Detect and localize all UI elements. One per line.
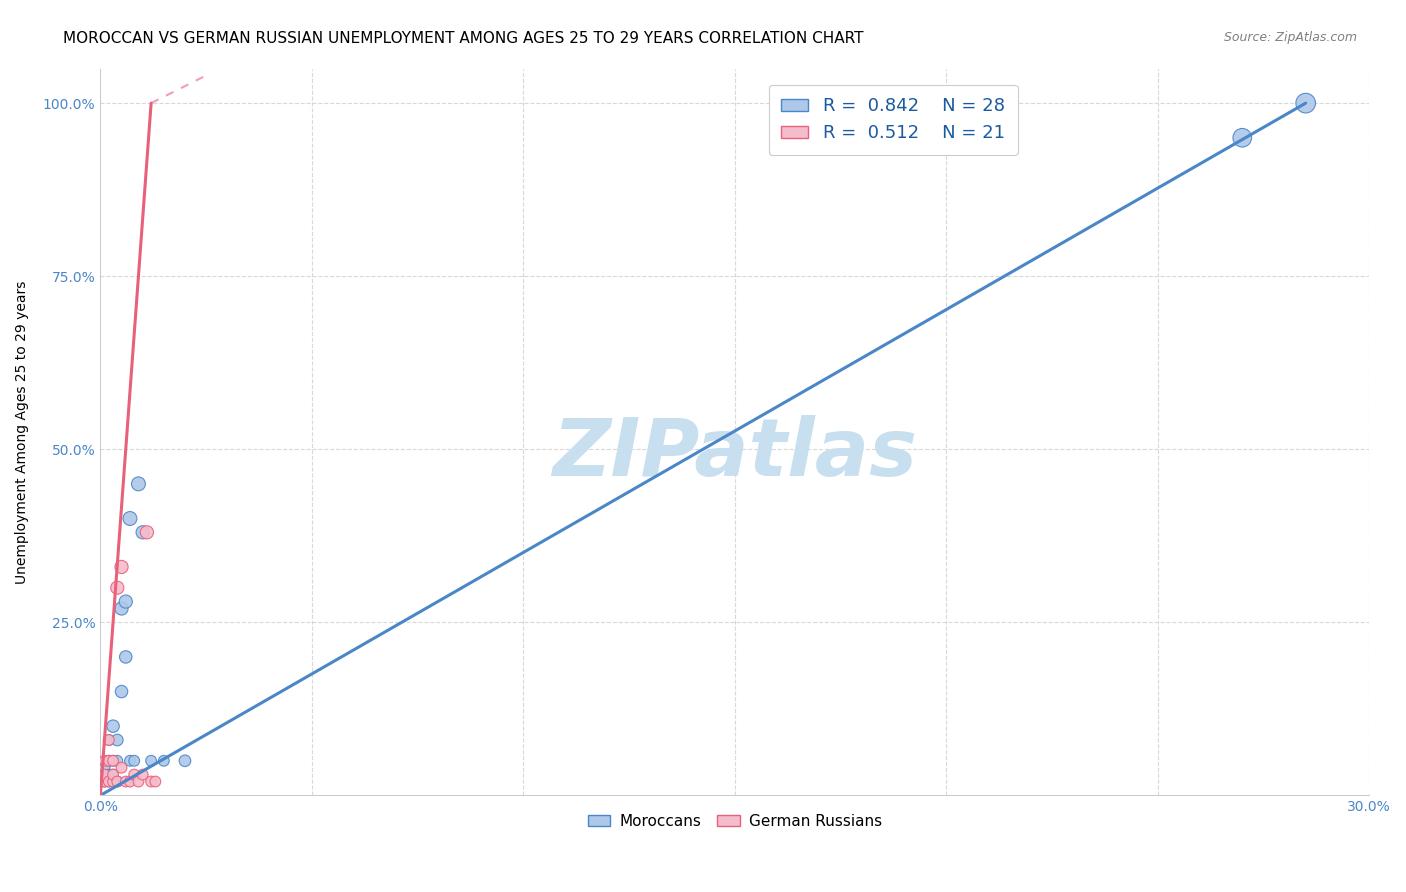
Point (127, 774, 149, 789)
Point (97, 754, 120, 768)
Point (105, 774, 128, 789)
Point (101, 774, 124, 789)
Point (110, 560, 132, 574)
Point (105, 774, 128, 789)
Point (93, 767, 115, 781)
Legend: Moroccans, German Russians: Moroccans, German Russians (582, 808, 889, 835)
Point (105, 754, 128, 768)
Point (93, 774, 115, 789)
Point (122, 754, 145, 768)
Point (131, 767, 153, 781)
Point (110, 601, 132, 615)
Point (135, 525, 157, 540)
Point (139, 754, 162, 768)
Point (110, 684, 132, 698)
Point (101, 767, 124, 781)
Point (110, 761, 132, 775)
Point (118, 774, 141, 789)
Point (153, 754, 176, 768)
Point (105, 733, 128, 747)
Point (118, 511, 141, 525)
Point (131, 525, 153, 540)
Point (101, 774, 124, 789)
Point (97, 774, 120, 789)
Point (93, 761, 115, 775)
Point (143, 774, 166, 789)
Y-axis label: Unemployment Among Ages 25 to 29 years: Unemployment Among Ages 25 to 29 years (15, 280, 30, 583)
Point (118, 754, 141, 768)
Point (101, 767, 124, 781)
Point (97, 774, 120, 789)
Point (114, 594, 136, 608)
Point (101, 754, 124, 768)
Point (97, 733, 120, 747)
Point (93, 754, 115, 768)
Text: ZIPatlas: ZIPatlas (553, 415, 917, 492)
Text: MOROCCAN VS GERMAN RUSSIAN UNEMPLOYMENT AMONG AGES 25 TO 29 YEARS CORRELATION CH: MOROCCAN VS GERMAN RUSSIAN UNEMPLOYMENT … (63, 31, 863, 46)
Point (101, 719, 124, 733)
Point (139, 774, 162, 789)
Point (105, 581, 128, 595)
Point (93, 767, 115, 781)
Point (93, 774, 115, 789)
Text: Source: ZipAtlas.com: Source: ZipAtlas.com (1223, 31, 1357, 45)
Point (114, 774, 136, 789)
Point (1232, 130, 1254, 145)
Point (122, 767, 145, 781)
Point (174, 754, 197, 768)
Point (114, 649, 136, 664)
Point (101, 754, 124, 768)
Point (97, 733, 120, 747)
Point (97, 767, 120, 781)
Point (1295, 96, 1317, 111)
Point (97, 754, 120, 768)
Point (127, 476, 149, 491)
